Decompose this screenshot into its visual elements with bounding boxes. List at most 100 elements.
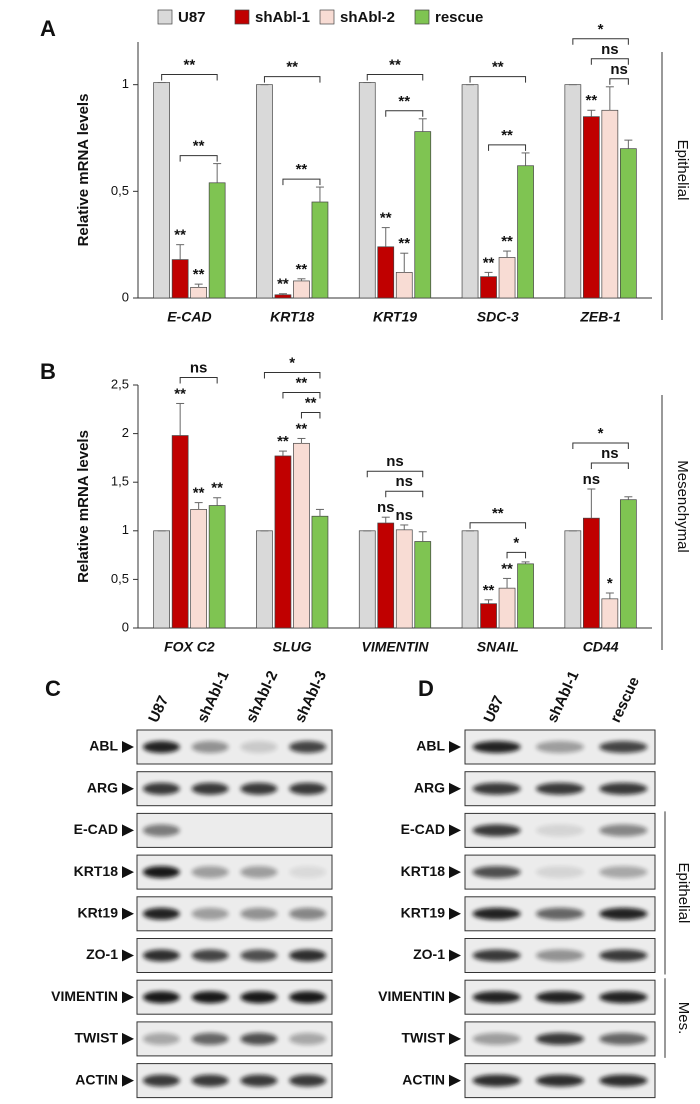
- bar: [582, 517, 600, 629]
- band: [472, 991, 521, 1004]
- band: [191, 949, 229, 962]
- row-arrow: [122, 741, 134, 753]
- significance-label: **: [277, 276, 289, 293]
- significance-label: **: [483, 254, 495, 271]
- row-arrow: [449, 907, 461, 920]
- band: [472, 741, 521, 753]
- significance-label: **: [501, 560, 513, 577]
- row-arrow: [122, 991, 134, 1004]
- bracket-label: **: [296, 161, 308, 178]
- band: [142, 782, 180, 795]
- bracket: [572, 442, 629, 450]
- significance-label: **: [277, 433, 289, 450]
- category-label: SDC-3: [477, 309, 519, 325]
- band: [289, 1074, 327, 1087]
- bar: [564, 530, 582, 629]
- y-tick-label: 1,5: [111, 474, 129, 489]
- band: [240, 741, 278, 753]
- category-label: KRT19: [373, 309, 417, 325]
- bracket: [469, 76, 527, 83]
- band: [142, 866, 180, 879]
- significance-label: **: [501, 233, 513, 250]
- bracket: [572, 38, 629, 45]
- band: [599, 1032, 648, 1045]
- bar: [293, 442, 310, 629]
- band: [191, 991, 229, 1004]
- row-label: KRT18: [74, 863, 119, 879]
- legend-label: U87: [178, 9, 206, 26]
- row-arrow: [449, 866, 461, 879]
- row-arrow: [449, 1074, 461, 1087]
- bar: [517, 165, 534, 299]
- band: [142, 1074, 180, 1087]
- band: [289, 949, 327, 962]
- bar: [498, 587, 516, 629]
- bracket-label: *: [513, 534, 519, 551]
- bar: [171, 435, 189, 629]
- band: [472, 866, 521, 879]
- bracket: [300, 411, 321, 419]
- band: [142, 991, 180, 1004]
- band: [472, 782, 521, 795]
- band: [472, 824, 521, 837]
- bar: [377, 246, 395, 299]
- bracket-label: **: [305, 394, 317, 411]
- row-arrow: [122, 1074, 134, 1087]
- bar: [377, 522, 395, 629]
- bar: [414, 131, 432, 299]
- bracket: [590, 58, 629, 65]
- bar: [395, 272, 413, 299]
- band: [289, 907, 327, 920]
- row-label: KRT18: [401, 863, 446, 879]
- bar: [395, 529, 413, 629]
- band: [191, 1032, 229, 1045]
- panel-letter: B: [40, 359, 56, 384]
- band: [191, 907, 229, 920]
- bracket: [263, 371, 321, 379]
- row-arrow: [449, 741, 461, 753]
- bracket: [469, 522, 527, 529]
- significance-label: **: [398, 235, 410, 252]
- significance-label: **: [174, 227, 186, 244]
- panel-letter: C: [45, 676, 61, 701]
- bar: [171, 259, 189, 299]
- significance-label: ns: [395, 507, 413, 524]
- bar: [293, 280, 310, 299]
- bar: [601, 598, 619, 629]
- row-label: ABL: [416, 738, 445, 754]
- group-label: Epithelial: [675, 863, 692, 924]
- bracket-label: **: [184, 57, 196, 74]
- bar: [480, 603, 497, 629]
- bar: [153, 82, 170, 299]
- band: [599, 782, 648, 795]
- bracket: [282, 178, 321, 186]
- band: [142, 741, 180, 753]
- bracket: [385, 490, 424, 498]
- y-axis-label: Relative mRNA levels: [75, 94, 92, 247]
- bar: [461, 84, 479, 299]
- band: [240, 782, 278, 795]
- lane-label: shAbl-1: [194, 668, 233, 725]
- row-label: KRT19: [401, 905, 446, 921]
- bar: [564, 84, 582, 299]
- bracket: [366, 74, 424, 81]
- significance-label: **: [483, 582, 495, 599]
- bracket: [506, 551, 527, 559]
- bar: [208, 182, 226, 299]
- group-label: Mes.: [675, 1002, 692, 1035]
- y-tick-label: 0: [122, 289, 129, 304]
- band: [289, 782, 327, 795]
- bar: [582, 116, 600, 299]
- band: [142, 907, 180, 920]
- y-tick-label: 2: [122, 425, 129, 440]
- lane-label: rescue: [607, 674, 643, 725]
- row-label: ACTIN: [402, 1071, 445, 1087]
- row-label: ZO-1: [413, 946, 445, 962]
- bracket-label: *: [289, 354, 295, 371]
- band: [240, 991, 278, 1004]
- bar: [311, 515, 329, 629]
- row-label: ARG: [87, 779, 118, 795]
- significance-label: **: [586, 92, 598, 109]
- band: [599, 866, 648, 879]
